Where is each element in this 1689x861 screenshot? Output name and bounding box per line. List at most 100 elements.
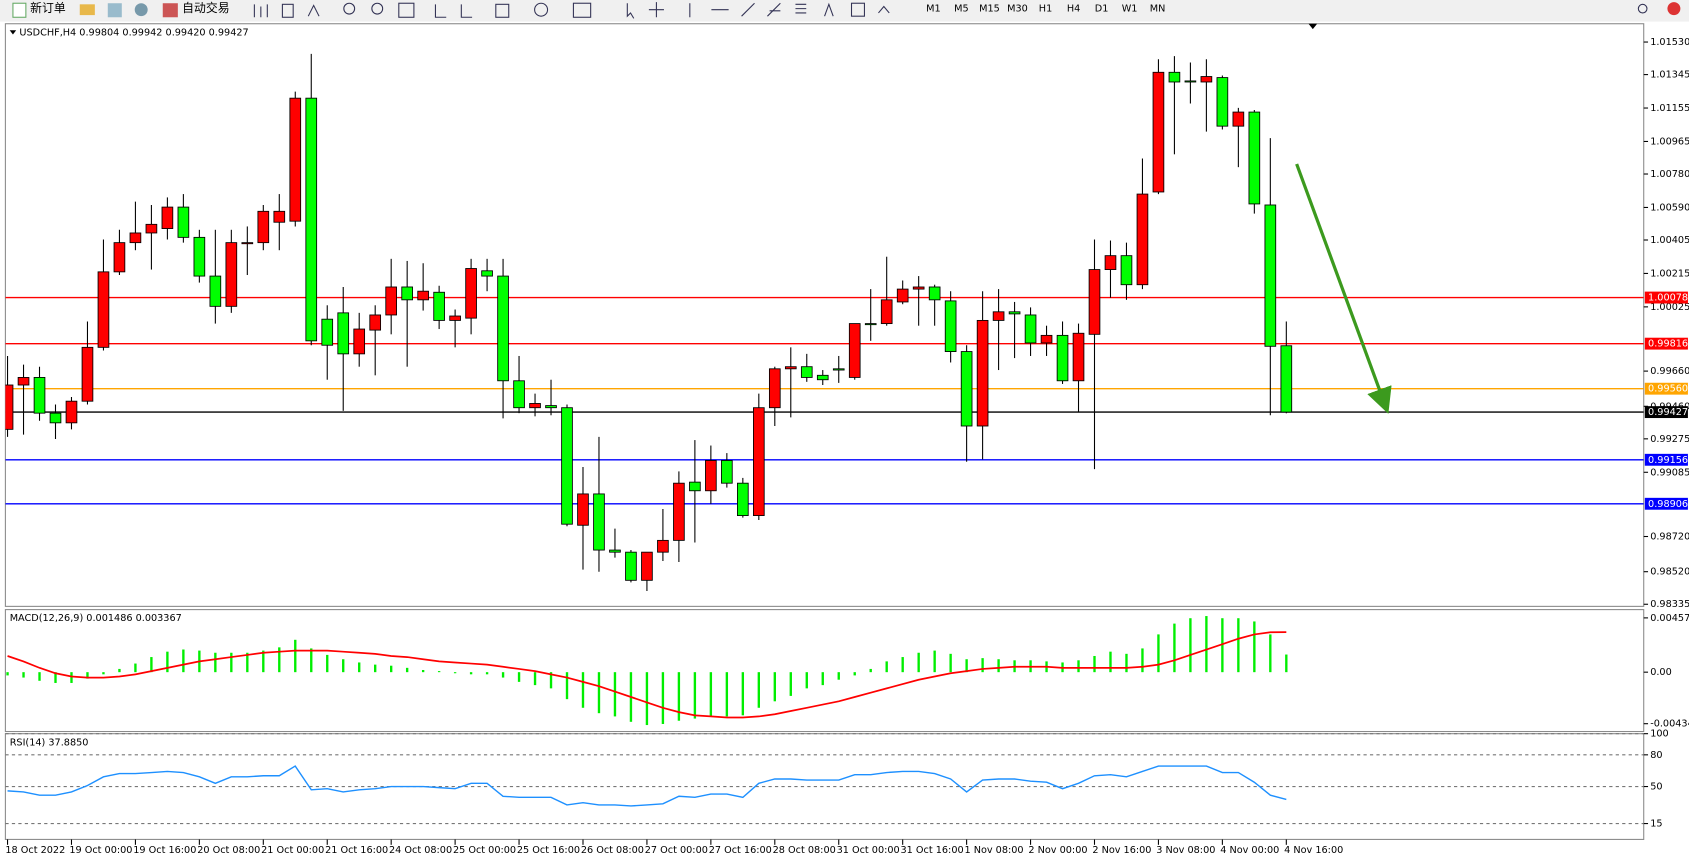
text-icon[interactable] xyxy=(824,2,834,17)
y-tick-label: 1.00780 xyxy=(1650,169,1689,180)
period-button[interactable]: M30 xyxy=(1007,4,1028,15)
new-order-icon[interactable] xyxy=(12,2,27,18)
auto-trading-button[interactable]: 自动交易 xyxy=(182,1,229,15)
candle-body xyxy=(305,97,318,342)
price-level-label: 0.99816 xyxy=(1648,339,1688,350)
y-tick-label: 1.00590 xyxy=(1650,202,1689,213)
candle-body xyxy=(49,412,62,424)
y-tick-label: 80 xyxy=(1650,750,1662,761)
chart-header: USDCHF,H4 0.99804 0.99942 0.99420 0.9942… xyxy=(19,27,248,38)
crosshair-icon[interactable] xyxy=(648,2,664,18)
period-button[interactable]: H4 xyxy=(1067,4,1080,15)
price-level-label: 0.99156 xyxy=(1648,455,1688,466)
y-tick-label: 1.00965 xyxy=(1650,136,1689,147)
toolbar-bg xyxy=(0,0,1689,22)
price-level-tag xyxy=(1644,291,1688,304)
fibo-icon[interactable] xyxy=(795,3,807,14)
period-button[interactable]: D1 xyxy=(1095,4,1109,15)
x-tick-label: 2 Nov 00:00 xyxy=(1028,845,1087,856)
candle-body xyxy=(561,407,573,525)
candle-body xyxy=(1088,269,1101,335)
x-tick-label: 31 Oct 16:00 xyxy=(901,845,964,856)
icon[interactable] xyxy=(371,2,384,15)
x-tick-label: 28 Oct 08:00 xyxy=(773,845,836,856)
candle-body xyxy=(1200,76,1213,83)
candle-body xyxy=(880,299,893,325)
icon[interactable] xyxy=(79,4,95,16)
candle-body xyxy=(1168,71,1181,83)
candle-body xyxy=(577,493,589,526)
icon[interactable] xyxy=(534,2,549,17)
icon[interactable] xyxy=(398,2,415,18)
icon[interactable] xyxy=(107,3,122,18)
trendline-icon[interactable] xyxy=(741,2,755,17)
icon[interactable] xyxy=(460,4,473,18)
candle-body xyxy=(513,380,525,409)
candle-body xyxy=(784,366,797,370)
y-tick-label: 0.00 xyxy=(1650,667,1672,678)
candle-body xyxy=(1008,311,1021,315)
icon[interactable] xyxy=(281,3,294,18)
rsi-header: RSI(14) 37.8850 xyxy=(10,737,89,748)
icon[interactable] xyxy=(343,2,356,15)
candle-body xyxy=(225,242,238,307)
x-tick-label: 4 Nov 00:00 xyxy=(1220,845,1279,856)
icon[interactable] xyxy=(572,2,592,18)
x-tick-label: 3 Nov 08:00 xyxy=(1156,845,1215,856)
x-tick-label: 27 Oct 16:00 xyxy=(709,845,772,856)
macd-header: MACD(12,26,9) 0.001486 0.003367 xyxy=(10,613,182,624)
candle-body xyxy=(896,288,909,303)
candle-body xyxy=(960,351,973,427)
symbol-menu-icon[interactable] xyxy=(9,30,17,35)
candle-body xyxy=(832,368,845,371)
candle-body xyxy=(481,270,493,277)
y-tick-label: 0.99660 xyxy=(1650,366,1689,377)
auto-trading-icon[interactable] xyxy=(162,3,178,18)
period-button[interactable]: MN xyxy=(1150,4,1166,15)
candle-body xyxy=(1136,193,1149,286)
price-level-tag xyxy=(1644,497,1688,510)
period-button[interactable]: M5 xyxy=(954,4,969,15)
icon[interactable] xyxy=(253,4,268,18)
y-tick-label: 15 xyxy=(1650,819,1662,830)
candle-body xyxy=(257,210,270,244)
new-order-button[interactable]: 新订单 xyxy=(30,1,66,15)
candle-body xyxy=(161,206,174,229)
icon[interactable] xyxy=(134,3,148,17)
candle-body xyxy=(689,481,701,492)
notification-badge[interactable] xyxy=(1667,2,1681,16)
candle-body xyxy=(673,482,685,541)
period-button[interactable]: M1 xyxy=(926,4,941,15)
icon[interactable] xyxy=(307,4,320,17)
period-button[interactable]: M15 xyxy=(979,4,1000,15)
candle-body xyxy=(1280,345,1293,413)
candle-body xyxy=(1056,334,1069,382)
search-icon[interactable] xyxy=(1637,3,1648,14)
cursor-icon[interactable] xyxy=(626,3,635,19)
period-button[interactable]: H1 xyxy=(1039,4,1052,15)
icon[interactable] xyxy=(434,4,447,18)
y-tick-label: 1.01345 xyxy=(1650,70,1689,81)
channel-icon[interactable] xyxy=(767,2,781,17)
y-tick-label: 0.99085 xyxy=(1650,467,1689,478)
period-button[interactable]: W1 xyxy=(1122,4,1138,15)
icon[interactable] xyxy=(495,3,510,18)
y-tick-label: 0.004572 xyxy=(1650,613,1689,624)
y-tick-label: 1.01530 xyxy=(1650,37,1689,48)
candle-body xyxy=(848,323,861,378)
y-tick-label: 50 xyxy=(1650,782,1662,793)
candle-body xyxy=(768,368,781,409)
candle-body xyxy=(369,314,382,331)
candle-body xyxy=(401,286,413,301)
arrow-icon[interactable] xyxy=(878,5,890,14)
candle-body xyxy=(912,286,925,290)
candle-body xyxy=(353,328,366,355)
label-icon[interactable] xyxy=(850,2,865,17)
candle-body xyxy=(705,460,717,492)
x-tick-label: 21 Oct 00:00 xyxy=(261,845,324,856)
price-level-label: 0.99427 xyxy=(1648,407,1688,418)
candle-body xyxy=(657,539,669,553)
signal-line xyxy=(7,631,1287,719)
price-level-label: 0.99560 xyxy=(1648,384,1688,395)
candle-body xyxy=(1072,332,1085,382)
